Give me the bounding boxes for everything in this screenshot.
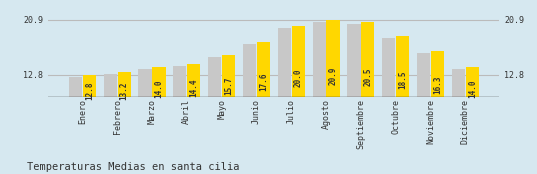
- Bar: [326, 19, 340, 162]
- Bar: [347, 24, 360, 162]
- Bar: [382, 38, 395, 162]
- Text: 12.8: 12.8: [85, 82, 94, 100]
- Bar: [257, 42, 270, 162]
- Bar: [452, 69, 465, 162]
- Bar: [187, 64, 200, 162]
- Bar: [396, 36, 409, 162]
- Bar: [173, 66, 186, 162]
- Text: Temperaturas Medias en santa cilia: Temperaturas Medias en santa cilia: [27, 162, 240, 172]
- Bar: [208, 57, 221, 162]
- Bar: [153, 67, 165, 162]
- Text: 18.5: 18.5: [398, 71, 407, 89]
- Text: 20.5: 20.5: [364, 67, 372, 86]
- Text: 13.2: 13.2: [120, 81, 129, 100]
- Bar: [222, 55, 235, 162]
- Text: 16.3: 16.3: [433, 75, 442, 94]
- Bar: [417, 53, 430, 162]
- Text: 20.9: 20.9: [329, 66, 338, 85]
- Bar: [243, 44, 256, 162]
- Text: 14.0: 14.0: [155, 80, 163, 98]
- Bar: [278, 28, 291, 162]
- Bar: [292, 26, 305, 162]
- Text: 14.0: 14.0: [468, 80, 477, 98]
- Text: 17.6: 17.6: [259, 73, 268, 91]
- Bar: [361, 22, 374, 162]
- Text: 14.4: 14.4: [190, 79, 198, 97]
- Bar: [83, 75, 96, 162]
- Bar: [466, 67, 479, 162]
- Bar: [104, 74, 117, 162]
- Bar: [69, 77, 82, 162]
- Bar: [139, 69, 151, 162]
- Text: 15.7: 15.7: [224, 76, 233, 95]
- Bar: [431, 51, 444, 162]
- Bar: [118, 72, 131, 162]
- Text: 20.0: 20.0: [294, 68, 303, 87]
- Bar: [313, 22, 326, 162]
